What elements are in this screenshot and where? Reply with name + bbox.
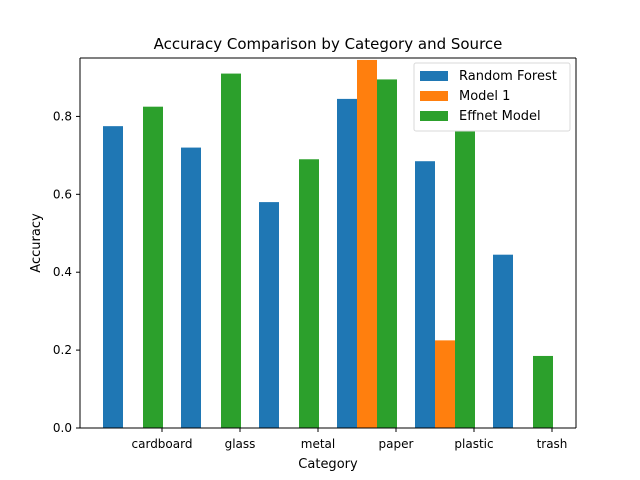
bar-random-forest-trash [493, 254, 513, 428]
legend-label-effnet-model: Effnet Model [459, 109, 541, 124]
bar-random-forest-cardboard [103, 126, 123, 428]
legend-label-random-forest: Random Forest [459, 69, 557, 84]
y-tick-label-1: 0.2 [53, 343, 72, 357]
bar-random-forest-paper [337, 98, 357, 428]
axes: 0.0 0.2 0.4 0.6 0.8 cardboard glass metal paper p… [53, 57, 577, 451]
bar-effnet-model-cardboard [143, 106, 163, 429]
bar-effnet-model-paper [377, 79, 397, 428]
x-tick-label-paper: paper [379, 437, 414, 451]
legend-label-model-1: Model 1 [459, 89, 510, 104]
bar-effnet-model-plastic [455, 116, 475, 428]
x-tick-label-cardboard: cardboard [132, 437, 193, 451]
legend-swatch-effnet-model [420, 111, 448, 121]
x-axis-label: Category [298, 457, 358, 472]
bar-effnet-model-glass [221, 73, 241, 428]
bar-effnet-model-trash [533, 355, 553, 428]
y-tick-label-4: 0.8 [53, 109, 72, 123]
legend-box [413, 62, 571, 132]
bars [103, 59, 553, 429]
legend-swatch-model-1 [420, 91, 448, 101]
legend-swatch-random-forest [420, 71, 448, 81]
x-tick-label-trash: trash [537, 437, 568, 451]
y-tick-label-2: 0.4 [53, 265, 72, 279]
x-tick-label-plastic: plastic [454, 437, 493, 451]
x-tick-label-metal: metal [301, 437, 335, 451]
y-axis-label: Accuracy [29, 213, 44, 273]
chart-title: Accuracy Comparison by Category and Sour… [154, 35, 503, 53]
bar-random-forest-plastic [415, 161, 435, 429]
bar-random-forest-metal [259, 202, 279, 428]
x-tick-label-glass: glass [225, 437, 256, 451]
bar-effnet-model-metal [299, 159, 319, 428]
legend: Random Forest Model 1 Effnet Model [413, 62, 571, 132]
bar-random-forest-glass [181, 147, 201, 428]
bar-model-1-plastic [435, 340, 455, 428]
y-tick-label-3: 0.6 [53, 187, 72, 201]
bar-model-1-paper [357, 59, 377, 429]
y-tick-label-0: 0.0 [53, 421, 72, 435]
